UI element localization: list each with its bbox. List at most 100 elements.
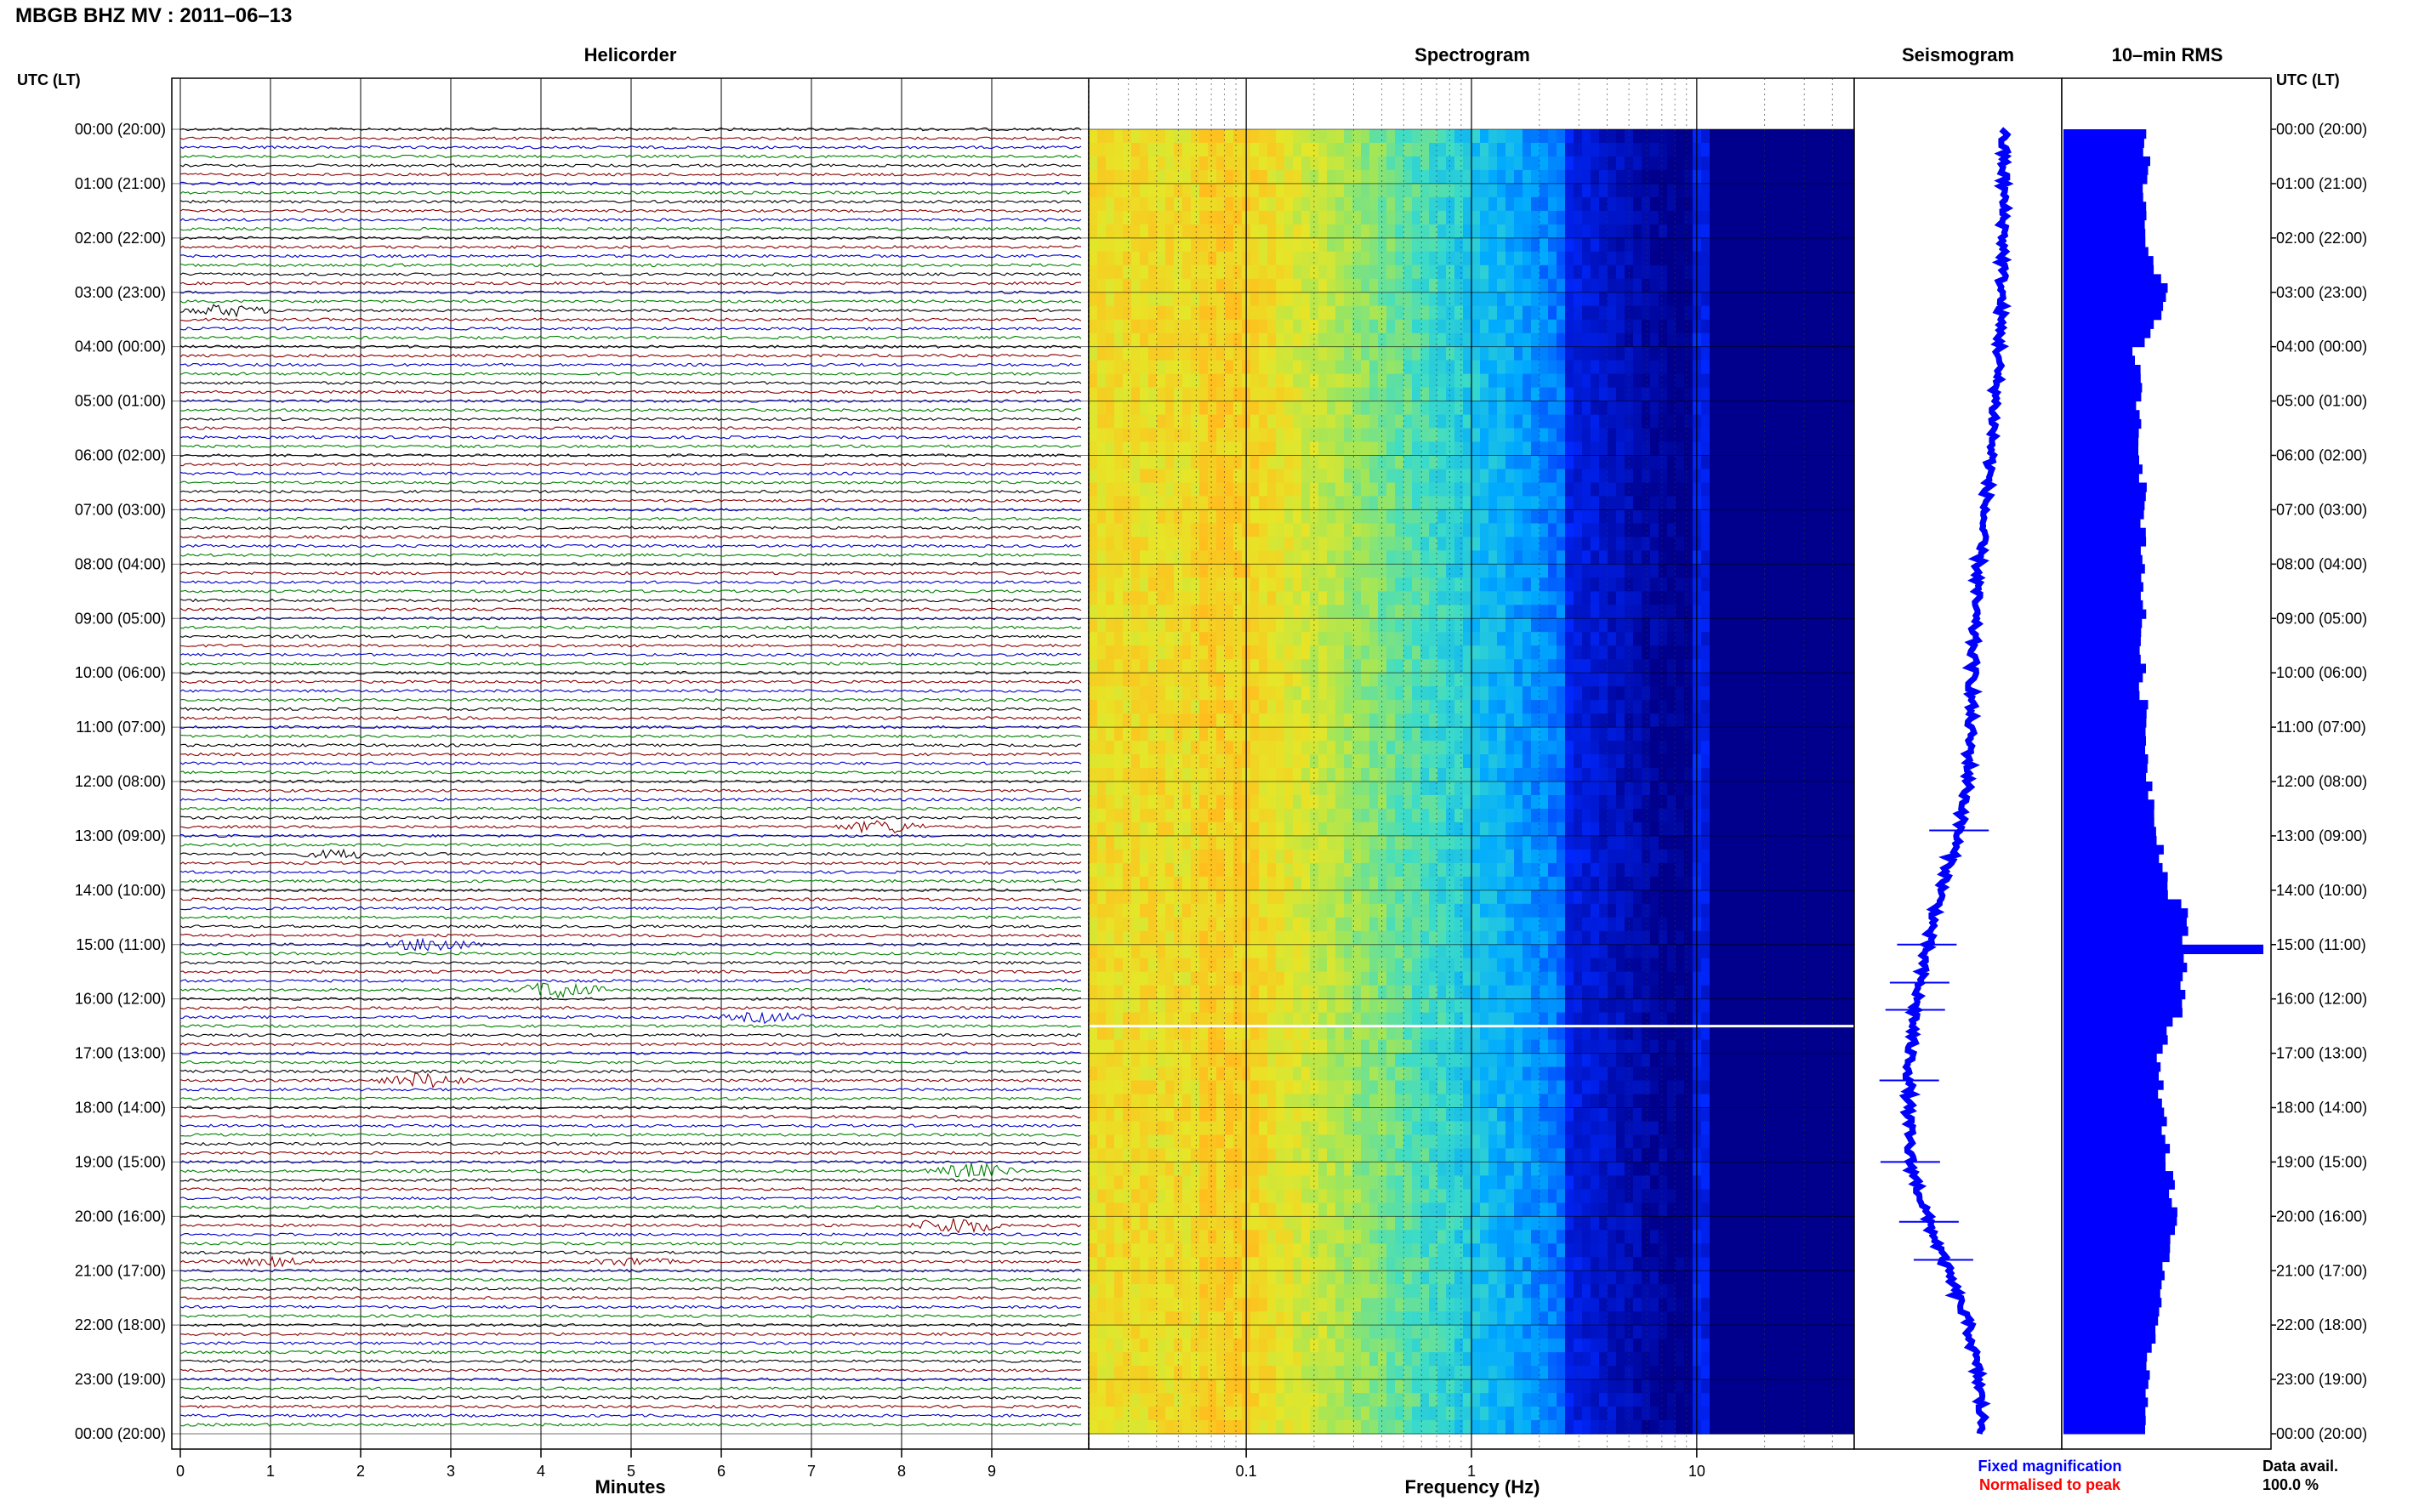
spectrogram-cell <box>1497 835 1506 850</box>
spectrogram-cell <box>1131 577 1141 592</box>
spectrogram-cell <box>1182 605 1192 619</box>
spectrogram-cell <box>1148 835 1158 850</box>
spectrogram-cell <box>1667 782 1676 796</box>
spectrogram-cell <box>1225 183 1234 198</box>
spectrogram-cell <box>1148 237 1158 253</box>
spectrogram-cell <box>1301 360 1311 375</box>
spectrogram-cell <box>1565 659 1574 674</box>
spectrogram-cell <box>1157 319 1166 334</box>
spectrogram-cell <box>1293 278 1302 293</box>
spectrogram-cell <box>1225 169 1234 185</box>
spectrogram-cell <box>1165 700 1175 714</box>
spectrogram-cell <box>1820 387 1830 402</box>
spectrogram-cell <box>1608 809 1617 823</box>
spectrogram-cell <box>1148 210 1158 225</box>
spectrogram-cell <box>1608 441 1617 457</box>
spectrogram-cell <box>1829 360 1838 375</box>
spectrogram-cell <box>1488 143 1498 157</box>
spectrogram-cell <box>1106 809 1115 823</box>
spectrogram-cell <box>1574 156 1583 171</box>
spectrogram-cell <box>1250 428 1260 443</box>
spectrogram-cell <box>1531 605 1540 619</box>
spectrogram-cell <box>1505 550 1515 565</box>
spectrogram-cell <box>1395 713 1404 728</box>
spectrogram-cell <box>1642 537 1651 551</box>
spectrogram-cell <box>1710 482 1719 497</box>
spectrogram-cell <box>1846 278 1855 293</box>
spectrogram-cell <box>1557 686 1566 701</box>
spectrogram-cell <box>1803 210 1813 225</box>
spectrogram-cell <box>1505 577 1515 592</box>
spectrogram-cell <box>1437 686 1447 701</box>
spectrogram-cell <box>1846 264 1855 280</box>
spectrogram-cell <box>1803 428 1813 443</box>
spectrogram-cell <box>1420 333 1430 348</box>
spectrogram-cell <box>1557 523 1566 537</box>
spectrogram-cell <box>1395 196 1404 212</box>
spectrogram-cell <box>1778 523 1787 537</box>
spectrogram-cell <box>1471 455 1481 470</box>
spectrogram-cell <box>1514 700 1523 714</box>
spectrogram-cell <box>1531 564 1540 578</box>
spectrogram-cell <box>1123 401 1132 416</box>
spectrogram-cell <box>1369 782 1379 796</box>
spectrogram-cell <box>1420 387 1430 402</box>
spectrogram-cell <box>1267 414 1277 429</box>
spectrogram-cell <box>1123 686 1132 701</box>
spectrogram-cell <box>1114 686 1124 701</box>
spectrogram-cell <box>1812 537 1821 551</box>
spectrogram-cell <box>1157 373 1166 389</box>
spectrogram-cell <box>1642 455 1651 470</box>
spectrogram-cell <box>1225 713 1234 728</box>
spectrogram-cell <box>1233 482 1243 497</box>
spectrogram-cell <box>1812 387 1821 402</box>
spectrogram-cell <box>1591 713 1600 728</box>
spectrogram-cell <box>1803 469 1813 484</box>
spectrogram-cell <box>1820 496 1830 510</box>
spectrogram-cell <box>1114 143 1124 157</box>
helicorder-trace <box>179 848 1082 860</box>
spectrogram-cell <box>1684 754 1693 769</box>
spectrogram-cell <box>1582 809 1591 823</box>
spectrogram-cell <box>1557 727 1566 742</box>
spectrogram-cell <box>1735 618 1745 633</box>
spectrogram-cell <box>1846 686 1855 701</box>
spectrogram-cell <box>1097 482 1107 497</box>
spectrogram-cell <box>1097 441 1107 457</box>
spectrogram-cell <box>1667 196 1676 212</box>
spectrogram-cell <box>1829 591 1838 605</box>
spectrogram-cell <box>1131 469 1141 484</box>
spectrogram-cell <box>1701 754 1710 769</box>
spectrogram-cell <box>1676 632 1685 646</box>
spectrogram-cell <box>1429 659 1438 674</box>
spectrogram-cell <box>1140 196 1149 212</box>
spectrogram-cell <box>1327 224 1336 239</box>
spectrogram-cell <box>1199 659 1209 674</box>
spectrogram-cell <box>1727 550 1736 565</box>
spectrogram-cell <box>1642 169 1651 185</box>
spectrogram-cell <box>1420 360 1430 375</box>
spectrogram-cell <box>1199 441 1209 457</box>
spectrogram-cell <box>1106 401 1115 416</box>
spectrogram-cell <box>1488 373 1498 389</box>
spectrogram-cell <box>1727 768 1736 782</box>
spectrogram-cell <box>1395 659 1404 674</box>
spectrogram-cell <box>1403 754 1413 769</box>
spectrogram-cell <box>1106 305 1115 321</box>
spectrogram-cell <box>1216 196 1226 212</box>
spectrogram-cell <box>1795 251 1804 266</box>
spectrogram-cell <box>1131 387 1141 402</box>
spectrogram-cell <box>1557 673 1566 687</box>
spectrogram-cell <box>1378 741 1387 755</box>
spectrogram-cell <box>1233 346 1243 361</box>
spectrogram-cell <box>1633 768 1642 782</box>
spectrogram-cell <box>1140 700 1149 714</box>
spectrogram-cell <box>1837 550 1847 565</box>
spectrogram-cell <box>1523 210 1532 225</box>
spectrogram-cell <box>1642 523 1651 537</box>
spectrogram-cell <box>1361 360 1370 375</box>
spectrogram-cell <box>1106 143 1115 157</box>
helicorder-trace <box>179 181 1082 186</box>
spectrogram-cell <box>1505 509 1515 524</box>
spectrogram-cell <box>1701 278 1710 293</box>
